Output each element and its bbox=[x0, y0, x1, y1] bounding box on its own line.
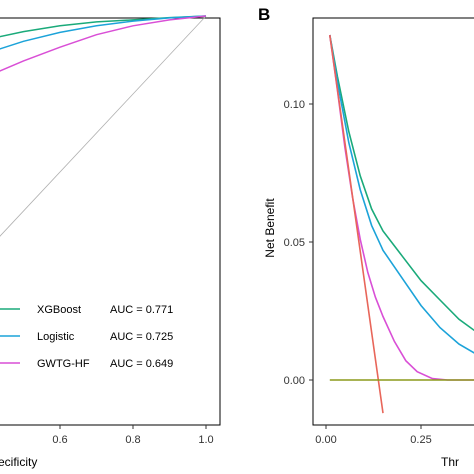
reference-diagonal-line bbox=[0, 15, 207, 237]
panel-a-x-ticks: 0.6 0.8 1.0 bbox=[52, 425, 214, 446]
panel-a-x-axis-label: ecificity bbox=[0, 455, 37, 469]
panel-b-frame bbox=[312, 17, 474, 426]
net-benefit-curve-1 bbox=[329, 34, 474, 332]
x-tick-label: 1.0 bbox=[198, 434, 213, 446]
legend-series-name: Logistic bbox=[37, 331, 75, 343]
y-tick-label: 0.00 bbox=[284, 375, 305, 387]
legend-series-name: XGBoost bbox=[37, 304, 81, 316]
panel-a-reference-diagonal bbox=[0, 15, 207, 237]
panel-b-y-axis-label: Net Benefit bbox=[263, 198, 277, 258]
roc-curve-xgboost bbox=[0, 15, 207, 38]
panel-b-x-axis-label: Thr bbox=[441, 455, 459, 469]
net-benefit-curve-2 bbox=[329, 34, 474, 354]
panel-a-roc: 0.6 0.8 1.0 ecificity XGBoost AUC = 0.771 Lo… bbox=[0, 15, 221, 469]
x-tick-label: 0.00 bbox=[315, 434, 336, 446]
net-benefit-curve-4 bbox=[329, 34, 384, 414]
panel-b-decision-curve: B 0.00 0.25 0.00 0.05 0.10 Net Benefit Thr bbox=[258, 5, 474, 469]
x-tick-label: 0.6 bbox=[52, 434, 67, 446]
panel-b-x-ticks: 0.00 0.25 bbox=[315, 425, 432, 446]
panel-b-series bbox=[329, 34, 474, 414]
legend-series-name: GWTG-HF bbox=[37, 358, 90, 370]
roc-curve-logistic bbox=[0, 15, 207, 50]
legend-auc-value: AUC = 0.649 bbox=[110, 358, 173, 370]
y-tick-label: 0.10 bbox=[284, 99, 305, 111]
panel-b-label: B bbox=[258, 5, 270, 24]
x-tick-label: 0.25 bbox=[410, 434, 431, 446]
legend-auc-value: AUC = 0.725 bbox=[110, 331, 173, 343]
legend-auc-value: AUC = 0.771 bbox=[110, 304, 173, 316]
panel-b-y-ticks: 0.00 0.05 0.10 bbox=[284, 99, 313, 387]
panel-a-frame bbox=[0, 17, 221, 426]
roc-curve-gwtg-hf bbox=[0, 15, 207, 72]
x-tick-label: 0.8 bbox=[125, 434, 140, 446]
panel-a-legend: XGBoost AUC = 0.771 Logistic AUC = 0.725 GWT… bbox=[0, 304, 173, 370]
panel-a-series bbox=[0, 15, 207, 72]
y-tick-label: 0.05 bbox=[284, 237, 305, 249]
